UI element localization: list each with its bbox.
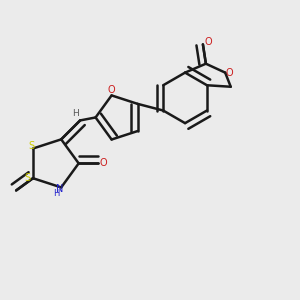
Text: H: H [53,189,59,198]
Text: O: O [204,37,212,47]
Text: H: H [72,110,79,118]
Text: O: O [100,158,107,168]
Text: N: N [56,184,63,194]
Text: O: O [225,68,233,78]
Text: S: S [28,141,34,151]
Text: S: S [25,173,31,183]
Text: O: O [108,85,116,95]
